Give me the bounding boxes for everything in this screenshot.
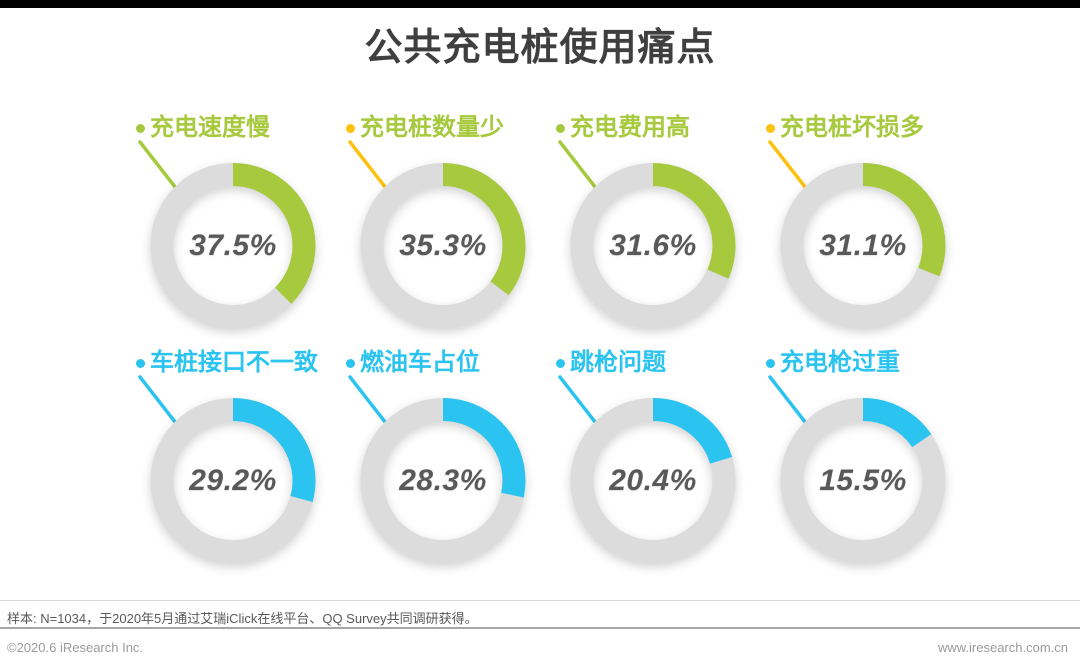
donut-chart-cell: 充电桩数量少 35.3% xyxy=(338,113,548,328)
donut-value: 31.1% xyxy=(819,228,907,262)
callout-dot-icon xyxy=(766,358,775,368)
donut-label: 车桩接口不一致 xyxy=(150,349,318,376)
callout-dot-icon xyxy=(556,358,565,368)
donut-value: 29.2% xyxy=(189,463,277,497)
donut-chart-cell: 燃油车占位 28.3% xyxy=(338,348,548,563)
donut-value: 37.5% xyxy=(189,228,277,262)
donut-ring: 20.4% xyxy=(570,398,736,563)
copyright: ©2020.6 iResearch Inc. xyxy=(7,640,144,655)
donut-value: 28.3% xyxy=(399,463,487,497)
donut-label: 充电速度慢 xyxy=(150,114,270,141)
donut-ring: 15.5% xyxy=(780,398,946,563)
donut-chart-cell: 车桩接口不一致 29.2% xyxy=(128,348,338,563)
callout-dot-icon xyxy=(346,358,355,368)
donut-chart-cell: 充电桩坏损多 31.1% xyxy=(758,113,968,328)
donut-header: 燃油车占位 xyxy=(346,349,480,376)
callout-dot-icon xyxy=(766,123,775,133)
donut-ring: 35.3% xyxy=(360,163,526,328)
donut-header: 充电费用高 xyxy=(556,114,690,141)
donut-label: 充电桩坏损多 xyxy=(780,114,924,141)
footer-divider-thin xyxy=(0,600,1080,601)
donut-value: 31.6% xyxy=(609,228,697,262)
donut-ring: 31.6% xyxy=(570,163,736,328)
donut-chart-cell: 充电枪过重 15.5% xyxy=(758,348,968,563)
page-title: 公共充电桩使用痛点 xyxy=(364,27,716,69)
donut-value: 15.5% xyxy=(819,463,907,497)
donut-chart-cell: 充电费用高 31.6% xyxy=(548,113,758,328)
donut-header: 跳枪问题 xyxy=(556,349,666,376)
footer-divider-thick xyxy=(0,627,1080,629)
donut-label: 燃油车占位 xyxy=(360,349,480,376)
donut-label: 充电枪过重 xyxy=(780,349,900,376)
donut-chart-cell: 跳枪问题 20.4% xyxy=(548,348,758,563)
donut-value: 20.4% xyxy=(609,463,697,497)
callout-dot-icon xyxy=(346,123,355,133)
donut-header: 充电桩数量少 xyxy=(346,114,504,141)
donut-ring: 31.1% xyxy=(780,163,946,328)
callout-dot-icon xyxy=(136,358,145,368)
donut-ring: 28.3% xyxy=(360,398,526,563)
donut-value: 35.3% xyxy=(399,228,487,262)
donut-header: 充电枪过重 xyxy=(766,349,900,376)
donut-ring: 37.5% xyxy=(150,163,316,328)
top-bar xyxy=(0,0,1080,8)
callout-dot-icon xyxy=(136,123,145,133)
donut-label: 充电桩数量少 xyxy=(360,114,504,141)
donut-header: 充电速度慢 xyxy=(136,114,270,141)
callout-dot-icon xyxy=(556,123,565,133)
donut-header: 车桩接口不一致 xyxy=(136,349,318,376)
donut-chart-cell: 充电速度慢 37.5% xyxy=(128,113,338,328)
donut-grid: 充电速度慢 37.5% 充电桩数量少 35.3% xyxy=(128,113,968,563)
donut-label: 充电费用高 xyxy=(570,114,690,141)
website-link: www.iresearch.com.cn xyxy=(937,640,1068,655)
footer-note: 样本: N=1034，于2020年5月通过艾瑞iClick在线平台、QQ Sur… xyxy=(7,611,478,626)
donut-header: 充电桩坏损多 xyxy=(766,114,924,141)
donut-ring: 29.2% xyxy=(150,398,316,563)
donut-label: 跳枪问题 xyxy=(570,349,666,376)
